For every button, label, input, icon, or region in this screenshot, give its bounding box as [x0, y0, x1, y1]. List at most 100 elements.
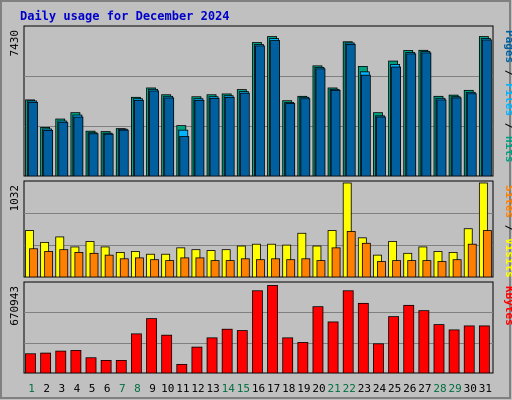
legend-entry-hits: Hits [503, 136, 512, 163]
bar-pages [436, 99, 447, 177]
legend-separator: / [503, 218, 512, 238]
y-max-label: 670943 [8, 286, 21, 326]
bar-pages [466, 93, 477, 177]
panel-2: 1032 Sites / Visits [8, 180, 512, 278]
x-tick-label: 11 [176, 382, 189, 395]
bar-sites [29, 248, 38, 278]
bar-sites [271, 258, 280, 278]
bar-kbytes [282, 337, 294, 374]
x-tick-label: 17 [267, 382, 280, 395]
bar-pages [88, 133, 99, 177]
bar-sites [482, 230, 492, 278]
bar-pages [103, 133, 114, 177]
bar-kbytes [40, 352, 52, 374]
bar-sites [210, 260, 220, 278]
x-tick-label: 14 [222, 382, 236, 395]
x-tick-label: 5 [89, 382, 96, 395]
bar-sites [467, 243, 477, 278]
bar-sites [331, 247, 341, 278]
x-tick-label: 10 [161, 382, 174, 395]
bar-pages [224, 96, 235, 177]
bar-kbytes [478, 325, 490, 374]
bar-kbytes [433, 324, 445, 374]
bar-pages [285, 103, 296, 177]
x-tick-label: 23 [358, 382, 371, 395]
bar-kbytes [55, 350, 67, 374]
bar-sites [301, 258, 311, 278]
bar-pages [28, 101, 38, 177]
bar-pages [179, 136, 190, 177]
bar-kbytes [388, 316, 399, 374]
bar-pages [451, 97, 462, 177]
bar-pages [360, 74, 371, 177]
bar-sites [361, 242, 371, 278]
bar-pages [239, 92, 250, 177]
bar-sites [377, 261, 386, 278]
bar-kbytes [146, 318, 157, 374]
legend-entry-pages: Pages [503, 30, 512, 63]
legend-entry-visits: Visits [503, 238, 512, 278]
x-tick-label: 1 [28, 382, 35, 395]
bar-pages [345, 43, 356, 177]
x-tick-label: 3 [59, 382, 66, 395]
bar-sites [89, 252, 99, 278]
x-tick-label: 24 [373, 382, 387, 395]
bar-kbytes [100, 359, 112, 374]
bar-sites [240, 258, 250, 278]
x-tick-label: 19 [297, 382, 310, 395]
bar-pages [58, 122, 69, 177]
chart-panels: 7430 Pages / Files / Hits 1032 Sites / Visi… [8, 25, 512, 374]
x-tick-label: 31 [479, 382, 492, 395]
legend-entry-kbytes: KBytes [503, 286, 512, 326]
bar-sites [44, 251, 54, 278]
bar-kbytes [161, 334, 173, 374]
x-tick-label: 26 [403, 382, 416, 395]
bar-sites [195, 257, 205, 278]
bar-kbytes [312, 306, 324, 374]
bar-kbytes [357, 302, 369, 374]
x-tick-label: 22 [343, 382, 356, 395]
x-tick-label: 18 [282, 382, 295, 395]
panel-3: 670943 KBytes [8, 281, 512, 374]
bar-sites [150, 259, 159, 278]
bar-kbytes [463, 325, 475, 374]
x-tick-label: 9 [149, 382, 156, 395]
x-tick-label: 20 [312, 382, 325, 395]
bar-kbytes [236, 330, 248, 374]
x-tick-label: 25 [388, 382, 401, 395]
x-tick-label: 15 [237, 382, 250, 395]
bar-pages [391, 66, 401, 177]
bar-pages [134, 99, 144, 177]
bar-sites [316, 260, 326, 278]
legend-separator: / [503, 63, 512, 83]
x-tick-label: 4 [74, 382, 81, 395]
right-legend-label: Pages / Files / Hits [503, 30, 512, 163]
bar-sites [422, 260, 432, 278]
x-tick-label: 8 [134, 382, 141, 395]
bar-kbytes [85, 357, 97, 374]
bar-kbytes [191, 346, 203, 374]
bar-kbytes [115, 359, 127, 374]
x-axis: 1 2 3 4 5 6 7 8 9 10 11 12 13 14 15 16 17 18 19 20 21 22 23 24 2… [28, 382, 492, 395]
bar-kbytes [131, 333, 142, 374]
legend-separator: / [503, 116, 512, 136]
x-tick-label: 29 [449, 382, 462, 395]
bar-kbytes [373, 343, 384, 374]
x-tick-label: 30 [464, 382, 477, 395]
bar-kbytes [418, 310, 430, 374]
x-tick-label: 16 [252, 382, 265, 395]
bar-sites [104, 254, 114, 278]
bar-kbytes [206, 337, 218, 374]
bar-pages [149, 90, 159, 177]
bar-sites [346, 231, 356, 278]
bar-sites [74, 252, 84, 278]
chart-title: Daily usage for December 2024 [20, 9, 230, 23]
bar-sites [225, 260, 235, 278]
x-tick-label: 21 [328, 382, 341, 395]
right-legend-label: KBytes [503, 286, 512, 326]
bar-pages [376, 116, 386, 177]
bar-pages [315, 68, 326, 177]
bar-pages [164, 97, 175, 177]
